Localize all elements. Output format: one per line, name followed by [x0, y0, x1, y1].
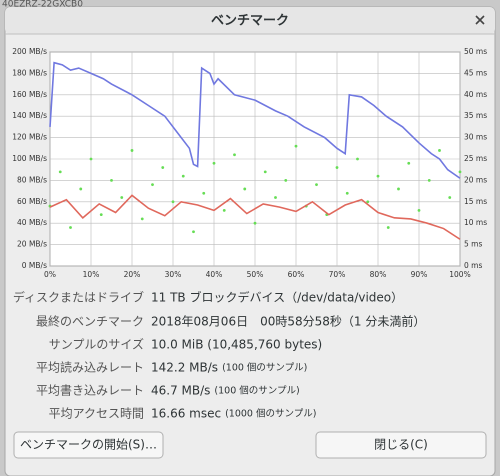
y2-tick-label: 20 ms	[464, 175, 487, 184]
access-point	[151, 183, 154, 187]
y2-tick-label: 50 ms	[464, 47, 487, 56]
detail-label: ディスクまたはドライブ	[13, 290, 144, 305]
access-point	[366, 200, 370, 204]
close-button-label: 閉じる(C)	[374, 438, 428, 452]
x-tick-label: 30%	[165, 270, 182, 279]
access-point	[130, 149, 134, 152]
access-point	[263, 170, 267, 174]
access-point	[58, 170, 62, 174]
detail-value: 142.2 MB/s	[151, 361, 218, 375]
access-point	[89, 157, 93, 161]
access-point	[253, 221, 257, 225]
x-tick-label: 100%	[449, 270, 470, 279]
detail-value: 16.66 msec	[151, 407, 221, 421]
access-point	[458, 170, 462, 174]
detail-note: (1000 個のサンプル)	[225, 408, 316, 420]
start-button-label: ベンチマークの開始(S)…	[20, 438, 157, 452]
access-point	[448, 196, 452, 199]
access-point	[181, 174, 185, 178]
access-point	[376, 174, 380, 178]
chart: 0 MB/s 20 MB/s 40 MB/s 60 MB/s 80 MB/s 100 MB…	[12, 47, 487, 279]
y2-tick-label: 15 ms	[464, 197, 487, 206]
access-point	[222, 208, 226, 212]
y2-tick-label: 45 ms	[464, 68, 487, 77]
x-tick-label: 80%	[370, 270, 387, 279]
detail-label: サンプルのサイズ	[49, 337, 144, 352]
x-tick-label: 0%	[44, 270, 56, 279]
access-point	[335, 166, 339, 169]
title-bar	[5, 7, 495, 34]
detail-value: 10.0 MiB (10,485,760 bytes)	[151, 338, 322, 352]
close-button[interactable]	[315, 431, 487, 459]
access-point	[120, 196, 124, 199]
access-point	[345, 191, 349, 195]
access-point	[243, 187, 247, 191]
dialog-title: ベンチマーク	[211, 14, 289, 29]
start-button[interactable]	[13, 431, 164, 459]
y-tick-label: 160 MB/s	[12, 90, 47, 99]
access-point	[212, 161, 216, 165]
y-tick-label: 40 MB/s	[17, 218, 47, 227]
detail-note: (100 個のサンプル)	[222, 362, 307, 374]
rate-line	[49, 194, 461, 240]
x-tick-label: 70%	[329, 270, 346, 279]
detail-note: (100 個のサンプル)	[214, 385, 299, 397]
y2-tick-label: 30 ms	[464, 133, 487, 142]
y-tick-label: 0 MB/s	[22, 261, 47, 270]
access-point	[171, 200, 175, 204]
access-point	[79, 187, 83, 191]
y-tick-label: 200 MB/s	[12, 47, 47, 56]
y-tick-label: 60 MB/s	[17, 197, 47, 206]
y2-tick-label: 10 ms	[464, 218, 487, 227]
y-tick-label: 20 MB/s	[17, 240, 47, 249]
y-tick-label: 180 MB/s	[12, 68, 47, 77]
close-icon[interactable]	[475, 15, 485, 25]
detail-label: 最終のベンチマーク	[36, 314, 144, 329]
x-tick-label: 50%	[247, 270, 264, 279]
detail-value: 2018年08月06日 00時58分58秒（1 分未満前）	[151, 314, 425, 329]
detail-value: 11 TB ブロックデバイス（/dev/data/video）	[151, 290, 403, 305]
y2-tick-label: 35 ms	[464, 111, 487, 120]
access-point	[284, 179, 288, 182]
y-tick-label: 140 MB/s	[12, 111, 47, 120]
access-point	[407, 161, 411, 165]
background-text: 40EZRZ-22GXCB0	[2, 0, 83, 10]
detail-label: 平均読み込みレート	[36, 360, 144, 375]
access-point	[99, 213, 103, 217]
x-tick-label: 20%	[124, 270, 141, 279]
detail-label: 平均書き込みレート	[36, 384, 144, 398]
access-point	[315, 183, 318, 187]
x-tick-label: 90%	[411, 270, 428, 279]
access-point	[356, 157, 359, 161]
access-point	[233, 153, 236, 157]
access-point	[274, 196, 277, 199]
x-tick-label: 40%	[206, 270, 223, 279]
y2-tick-label: 40 ms	[464, 90, 487, 99]
x-tick-label: 10%	[83, 270, 100, 279]
access-point	[294, 144, 298, 148]
access-point	[192, 230, 195, 234]
y-tick-label: 100 MB/s	[12, 154, 47, 163]
access-point	[110, 179, 113, 182]
y2-tick-label: 0 ms	[464, 261, 482, 270]
y2-tick-label: 5 ms	[464, 240, 482, 249]
details: ディスクまたはドライブ 11 TB ブロックデバイス（/dev/data/vide…	[13, 290, 426, 421]
access-point	[417, 208, 421, 212]
detail-value: 46.7 MB/s	[151, 384, 210, 398]
access-point	[397, 187, 400, 191]
y2-tick-label: 25 ms	[464, 154, 487, 163]
access-point	[202, 191, 206, 195]
access-point	[161, 166, 165, 169]
rate-line	[49, 61, 461, 179]
access-point	[427, 179, 431, 182]
access-point	[140, 217, 144, 221]
access-point	[69, 226, 72, 229]
access-point	[386, 226, 390, 229]
y-tick-label: 120 MB/s	[12, 133, 47, 142]
access-point	[438, 149, 441, 152]
x-tick-label: 60%	[288, 270, 305, 279]
y-tick-label: 80 MB/s	[17, 175, 47, 184]
detail-label: 平均アクセス時間	[49, 407, 144, 421]
